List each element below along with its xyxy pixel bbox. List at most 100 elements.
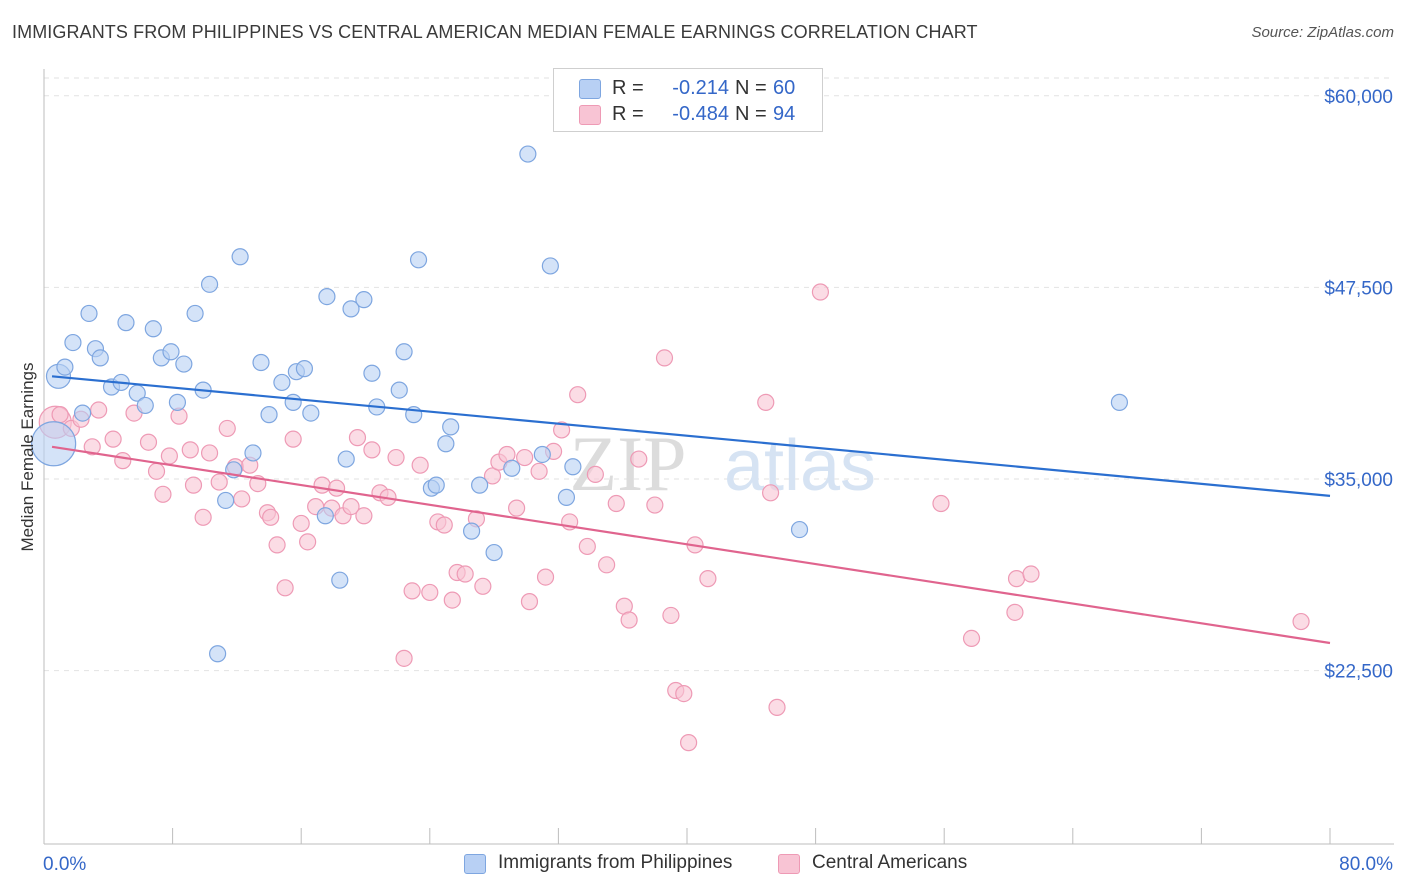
central-americans-point — [435, 516, 453, 534]
central-americans-point — [516, 448, 534, 467]
central-americans-point — [276, 579, 294, 597]
x-tick-label: 80.0% — [1339, 854, 1393, 875]
philippines-point — [442, 418, 460, 436]
central-americans-point — [932, 494, 950, 513]
philippines-point — [395, 343, 413, 361]
central-americans-point — [262, 508, 280, 526]
philippines-point — [56, 358, 74, 376]
central-americans-point — [675, 684, 693, 703]
grid-lines — [44, 77, 1394, 672]
philippines-point — [168, 393, 187, 411]
correlation-legend: R = -0.214 N = 60 R = -0.484 N = 94 — [553, 68, 823, 132]
central-americans-points — [38, 283, 1310, 752]
central-americans-point — [363, 441, 381, 459]
central-americans-point — [620, 611, 638, 629]
central-americans-point — [194, 508, 212, 526]
tick-labels: $22,500 $35,000 $47,500 $60,000 0.0% 80.0% — [43, 87, 1393, 875]
central-americans-point — [147, 462, 166, 480]
central-americans-point — [1022, 565, 1040, 583]
philippines-point — [318, 287, 336, 306]
philippines-point — [244, 444, 262, 462]
philippines-points — [31, 145, 1129, 663]
central-americans-point — [699, 570, 717, 588]
chart-title: IMMIGRANTS FROM PHILIPPINES VS CENTRAL A… — [12, 22, 978, 42]
philippines-point — [316, 507, 334, 525]
central-americans-point — [184, 476, 203, 494]
philippines-trend-line — [51, 375, 1331, 497]
philippines-point — [564, 458, 582, 476]
legend-row-central-americans: R = -0.484 N = 94 — [554, 102, 822, 128]
philippines-point — [533, 445, 551, 464]
philippines-point — [117, 314, 135, 332]
central-americans-trend-line — [51, 445, 1331, 645]
bottom-legend-swatch-blue — [464, 854, 486, 874]
central-americans-point — [761, 484, 780, 502]
legend-swatch-blue — [579, 79, 601, 99]
legend-r-label: R = — [612, 103, 644, 125]
y-axis-label: Median Female Earnings — [18, 362, 37, 552]
philippines-point — [260, 406, 278, 424]
central-americans-point — [630, 450, 648, 468]
central-americans-point — [456, 565, 474, 583]
central-americans-point — [327, 479, 346, 497]
central-americans-point — [1006, 603, 1024, 621]
philippines-point — [186, 304, 204, 323]
philippines-point — [462, 522, 481, 540]
legend-r-label: R = — [612, 77, 644, 99]
legend-r-value: -0.484 — [672, 103, 729, 125]
central-americans-point — [83, 438, 101, 456]
philippines-point — [31, 421, 77, 467]
watermark: ZIP atlas — [570, 420, 877, 507]
philippines-point — [200, 275, 219, 293]
central-americans-point — [181, 441, 199, 459]
bottom-legend-label: Immigrants from Philippines — [498, 852, 733, 873]
central-americans-point — [114, 452, 132, 470]
central-americans-point — [268, 536, 286, 554]
central-americans-point — [355, 507, 373, 525]
central-americans-point — [313, 476, 331, 494]
central-americans-point — [768, 698, 786, 716]
legend-n-value: 60 — [773, 77, 796, 99]
legend-n-label: N = — [735, 77, 767, 99]
philippines-point — [284, 393, 302, 411]
central-americans-point — [403, 582, 421, 600]
central-americans-point — [210, 473, 228, 491]
source-credit: Source: ZipAtlas.com — [1251, 24, 1394, 41]
central-americans-point — [483, 467, 502, 485]
legend-r-value: -0.214 — [672, 77, 729, 99]
central-americans-point — [662, 606, 680, 625]
x-tick-label: 0.0% — [43, 854, 86, 875]
bottom-legend-label: Central Americans — [812, 852, 968, 873]
central-americans-point — [342, 497, 360, 516]
watermark-atlas: atlas — [724, 426, 876, 506]
philippines-point — [790, 520, 809, 539]
legend-swatch-pink — [579, 105, 601, 125]
central-americans-point — [233, 490, 251, 508]
trend-lines — [51, 375, 1331, 645]
legend-row-philippines: R = -0.214 N = 60 — [554, 76, 822, 102]
central-americans-point — [811, 283, 830, 301]
philippines-point — [342, 300, 360, 318]
central-americans-point — [139, 433, 158, 451]
philippines-point — [471, 476, 489, 494]
philippines-point — [557, 488, 576, 506]
central-americans-point — [474, 577, 492, 595]
philippines-point — [331, 571, 349, 589]
philippines-point — [91, 349, 109, 367]
central-americans-point — [443, 591, 461, 609]
central-americans-point — [292, 514, 310, 533]
central-americans-point — [536, 568, 555, 586]
philippines-point — [355, 291, 373, 309]
philippines-point — [144, 320, 162, 338]
philippines-point — [162, 343, 180, 361]
philippines-point — [80, 304, 98, 323]
philippines-point — [175, 355, 193, 373]
y-tick-label: $35,000 — [1324, 470, 1393, 491]
y-tick-label: $47,500 — [1324, 278, 1393, 299]
philippines-point — [209, 645, 227, 663]
philippines-point — [64, 333, 82, 352]
philippines-point — [541, 257, 559, 275]
central-americans-point — [569, 386, 587, 404]
central-americans-point — [646, 496, 664, 514]
philippines-point — [295, 360, 314, 378]
